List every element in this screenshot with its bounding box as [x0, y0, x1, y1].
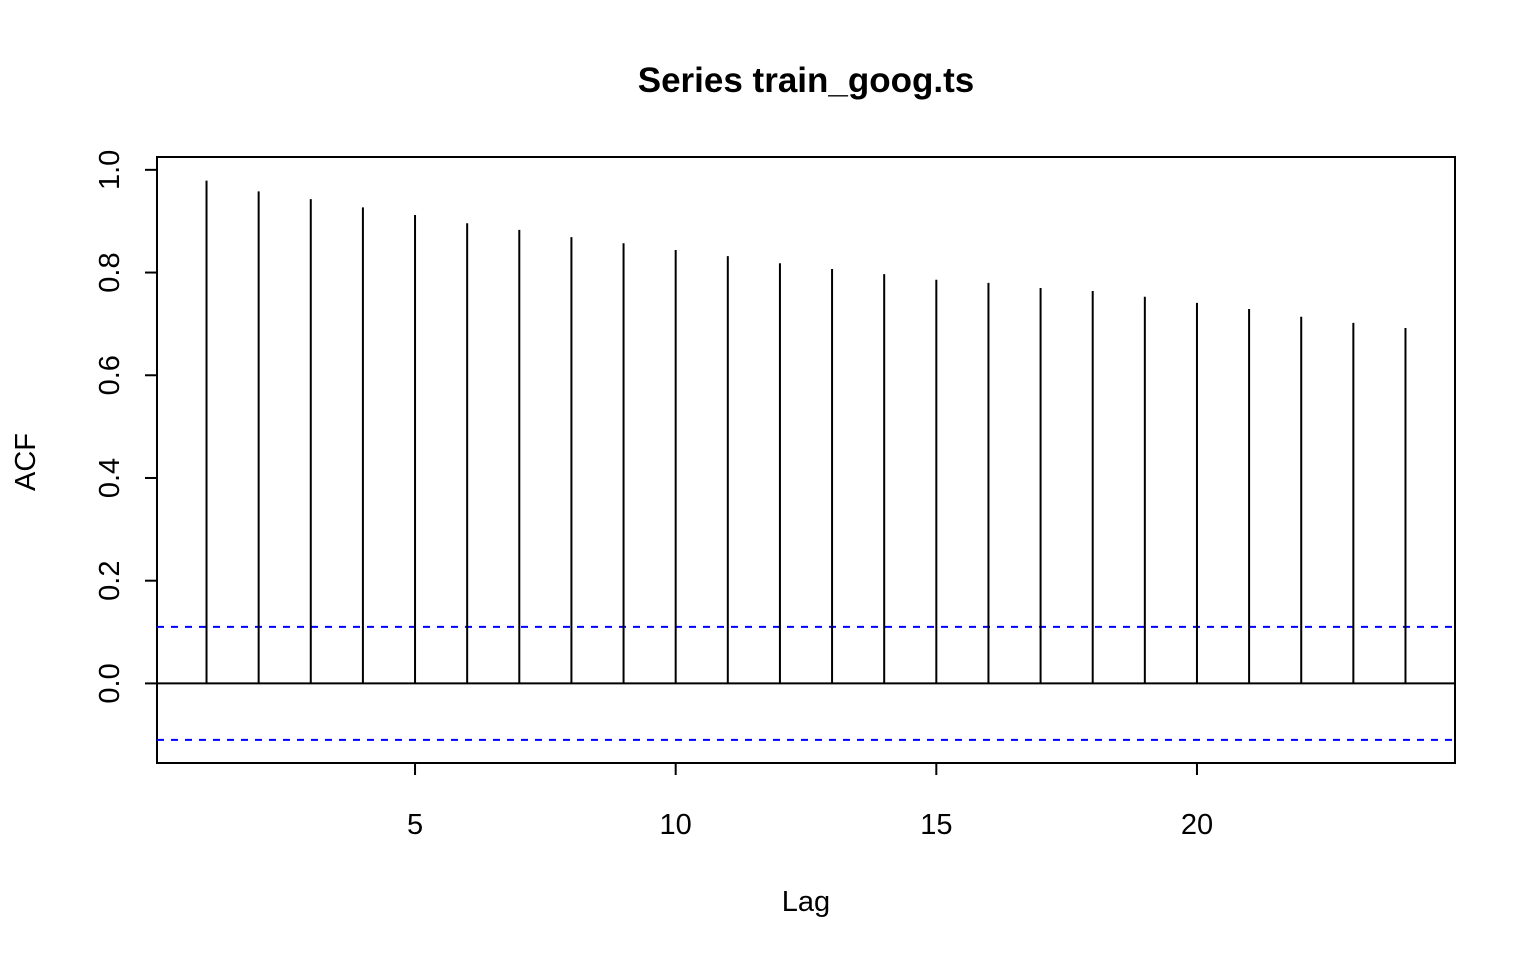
x-axis: 5 10 15 20	[407, 762, 1213, 841]
y-tick-label: 0.6	[94, 355, 126, 395]
x-tick-label: 15	[920, 809, 952, 841]
y-axis: 0.0 0.2 0.4 0.6 0.8 1.0	[94, 150, 158, 704]
y-axis-label: ACF	[10, 433, 42, 491]
y-tick-label: 1.0	[94, 150, 126, 190]
chart-title: Series train_goog.ts	[638, 61, 974, 100]
y-tick-label: 0.0	[94, 663, 126, 703]
x-tick-label: 10	[660, 809, 692, 841]
y-tick-label: 0.4	[94, 458, 126, 498]
plot-frame	[156, 156, 1456, 764]
x-tick-label: 20	[1181, 809, 1213, 841]
x-axis-label: Lag	[782, 886, 830, 918]
y-tick-label: 0.2	[94, 561, 126, 601]
x-tick-label: 5	[407, 809, 423, 841]
acf-bars	[205, 180, 1407, 684]
y-tick-label: 0.8	[94, 252, 126, 292]
